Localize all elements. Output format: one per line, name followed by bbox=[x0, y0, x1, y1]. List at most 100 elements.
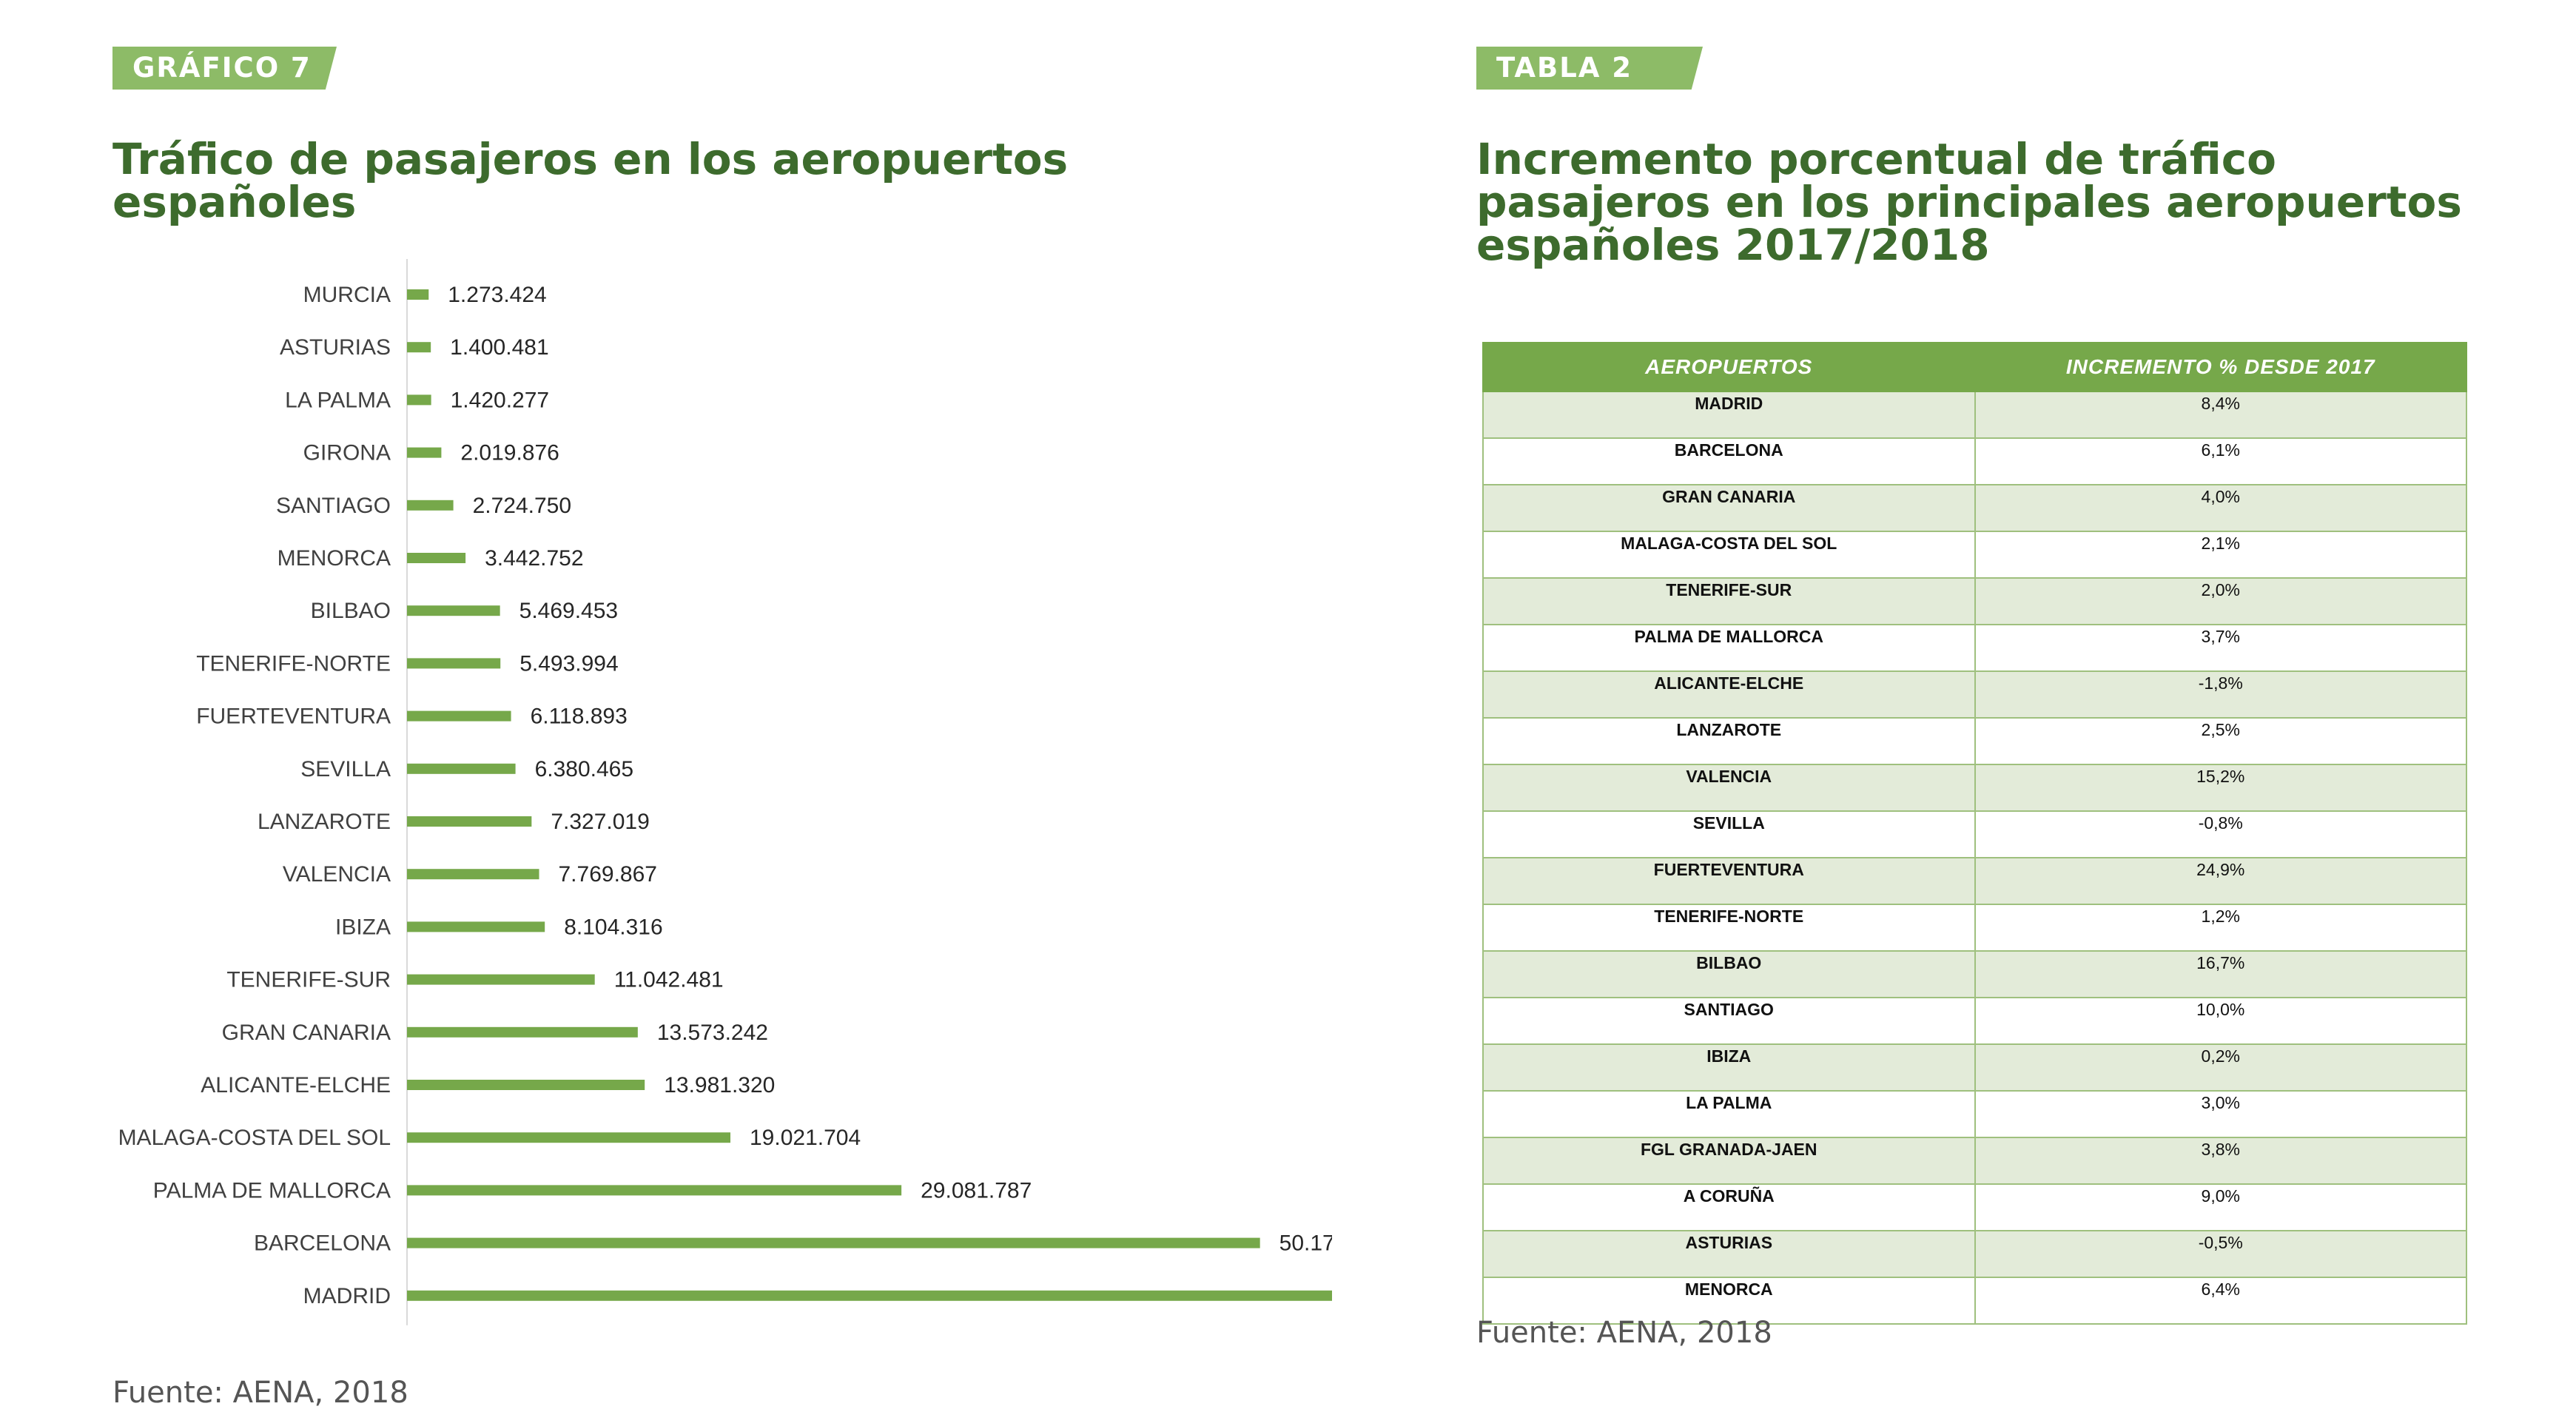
airport-cell: GRAN CANARIA bbox=[1482, 484, 1976, 532]
increment-cell: -0,8% bbox=[1974, 810, 2467, 858]
airport-cell: MALAGA-COSTA DEL SOL bbox=[1482, 531, 1976, 579]
bar bbox=[407, 1290, 1332, 1301]
table-row: MALAGA-COSTA DEL SOL 2,1% bbox=[1482, 531, 2467, 579]
table-row: MADRID 8,4% bbox=[1482, 391, 2467, 439]
airport-cell: ASTURIAS bbox=[1482, 1230, 1976, 1278]
table-row: FGL GRANADA-JAEN 3,8% bbox=[1482, 1137, 2467, 1185]
value-label: 13.981.320 bbox=[664, 1073, 775, 1097]
table-row: IBIZA 0,2% bbox=[1482, 1043, 2467, 1092]
increment-cell: 4,0% bbox=[1974, 484, 2467, 532]
value-label: 3.442.752 bbox=[485, 546, 583, 571]
bar bbox=[407, 1185, 902, 1196]
increment-cell: -1,8% bbox=[1974, 670, 2467, 719]
table-row: FUERTEVENTURA 24,9% bbox=[1482, 857, 2467, 905]
value-label: 13.573.242 bbox=[657, 1021, 768, 1045]
value-label: 19.021.704 bbox=[750, 1126, 861, 1150]
bar bbox=[407, 447, 442, 458]
category-label: LANZAROTE bbox=[258, 810, 391, 834]
table-row: ASTURIAS -0,5% bbox=[1482, 1230, 2467, 1278]
airport-increment-table: AEROPUERTOS INCREMENTO % DESDE 2017 MADR… bbox=[1482, 342, 2467, 1325]
bar bbox=[407, 658, 501, 669]
table-row: LA PALMA 3,0% bbox=[1482, 1090, 2467, 1138]
airport-cell: A CORUÑA bbox=[1482, 1183, 1976, 1231]
bar bbox=[407, 710, 511, 722]
table-row: BARCELONA 6,1% bbox=[1482, 437, 2467, 485]
airport-cell: VALENCIA bbox=[1482, 764, 1976, 812]
category-label: BARCELONA bbox=[254, 1231, 391, 1256]
increment-cell: -0,5% bbox=[1974, 1230, 2467, 1278]
airport-cell: LA PALMA bbox=[1482, 1090, 1976, 1138]
bar bbox=[407, 1237, 1260, 1248]
bar bbox=[407, 289, 429, 300]
increment-cell: 15,2% bbox=[1974, 764, 2467, 812]
category-label: ASTURIAS bbox=[280, 335, 391, 360]
value-label: 6.380.465 bbox=[535, 757, 633, 781]
increment-cell: 9,0% bbox=[1974, 1183, 2467, 1231]
airport-cell: FUERTEVENTURA bbox=[1482, 857, 1976, 905]
airport-cell: BARCELONA bbox=[1482, 437, 1976, 485]
table-row: SEVILLA -0,8% bbox=[1482, 810, 2467, 858]
value-label: 1.400.481 bbox=[450, 335, 548, 360]
airport-cell: BILBAO bbox=[1482, 950, 1976, 998]
value-label: 1.273.424 bbox=[448, 283, 546, 307]
table-row: PALMA DE MALLORCA 3,7% bbox=[1482, 624, 2467, 672]
value-label: 50.172.457 bbox=[1279, 1231, 1332, 1256]
table-row: ALICANTE-ELCHE -1,8% bbox=[1482, 670, 2467, 719]
table-title-line-1: Incremento porcentual de tráfico bbox=[1476, 134, 2276, 184]
table-title-line-2: pasajeros en los principales aeropuertos bbox=[1476, 177, 2462, 227]
airport-cell: MADRID bbox=[1482, 391, 1976, 439]
category-label: BILBAO bbox=[311, 599, 391, 623]
increment-cell: 1,2% bbox=[1974, 904, 2467, 952]
value-label: 7.769.867 bbox=[559, 862, 657, 887]
chart-tag: GRÁFICO 7 bbox=[112, 47, 337, 90]
airport-cell: IBIZA bbox=[1482, 1043, 1976, 1092]
increment-cell: 3,0% bbox=[1974, 1090, 2467, 1138]
bar bbox=[407, 1026, 638, 1038]
increment-cell: 8,4% bbox=[1974, 391, 2467, 439]
bar bbox=[407, 394, 431, 406]
table-title-line-3: españoles 2017/2018 bbox=[1476, 220, 1990, 270]
value-label: 2.724.750 bbox=[473, 494, 571, 518]
increment-cell: 2,0% bbox=[1974, 577, 2467, 625]
airport-cell: LANZAROTE bbox=[1482, 717, 1976, 765]
chart-title-line-1: Tráfico de pasajeros en los aeropuertos bbox=[112, 134, 1069, 184]
increment-cell: 3,7% bbox=[1974, 624, 2467, 672]
airport-cell: MENORCA bbox=[1482, 1277, 1976, 1325]
bar bbox=[407, 605, 500, 616]
chart-title-line-2: españoles bbox=[112, 177, 357, 227]
category-label: TENERIFE-NORTE bbox=[196, 651, 391, 676]
column-header-airports: AEROPUERTOS bbox=[1482, 342, 1976, 392]
bar bbox=[407, 342, 431, 353]
table-row: LANZAROTE 2,5% bbox=[1482, 717, 2467, 765]
increment-cell: 6,1% bbox=[1974, 437, 2467, 485]
value-label: 29.081.787 bbox=[921, 1178, 1032, 1203]
bar bbox=[407, 553, 466, 563]
increment-cell: 6,4% bbox=[1974, 1277, 2467, 1325]
increment-cell: 10,0% bbox=[1974, 997, 2467, 1045]
bar bbox=[407, 869, 539, 880]
table-row: BILBAO 16,7% bbox=[1482, 950, 2467, 998]
increment-cell: 0,2% bbox=[1974, 1043, 2467, 1092]
category-label: LA PALMA bbox=[285, 388, 391, 412]
category-label: FUERTEVENTURA bbox=[196, 705, 391, 729]
column-header-increment: INCREMENTO % DESDE 2017 bbox=[1974, 342, 2467, 392]
bar-chart: MURCIA 1.273.424 ASTURIAS 1.400.481 LA PALMA… bbox=[118, 259, 1332, 1325]
table-row: GRAN CANARIA 4,0% bbox=[1482, 484, 2467, 532]
increment-cell: 16,7% bbox=[1974, 950, 2467, 998]
table-tag: TABLA 2 bbox=[1476, 47, 1703, 90]
category-label: MADRID bbox=[303, 1284, 391, 1308]
bar bbox=[407, 1080, 645, 1090]
value-label: 5.469.453 bbox=[519, 599, 618, 623]
increment-cell: 3,8% bbox=[1974, 1137, 2467, 1185]
table-row: A CORUÑA 9,0% bbox=[1482, 1183, 2467, 1231]
airport-cell: TENERIFE-NORTE bbox=[1482, 904, 1976, 952]
table-row: SANTIAGO 10,0% bbox=[1482, 997, 2467, 1045]
category-label: PALMA DE MALLORCA bbox=[153, 1178, 391, 1203]
table-source: Fuente: AENA, 2018 bbox=[1476, 1316, 1772, 1350]
table-row: TENERIFE-NORTE 1,2% bbox=[1482, 904, 2467, 952]
airport-cell: SEVILLA bbox=[1482, 810, 1976, 858]
category-label: SANTIAGO bbox=[276, 494, 391, 518]
chart-title: Tráfico de pasajeros en los aeropuertos … bbox=[112, 138, 1068, 223]
category-label: MALAGA-COSTA DEL SOL bbox=[118, 1126, 391, 1150]
category-label: IBIZA bbox=[335, 915, 391, 939]
